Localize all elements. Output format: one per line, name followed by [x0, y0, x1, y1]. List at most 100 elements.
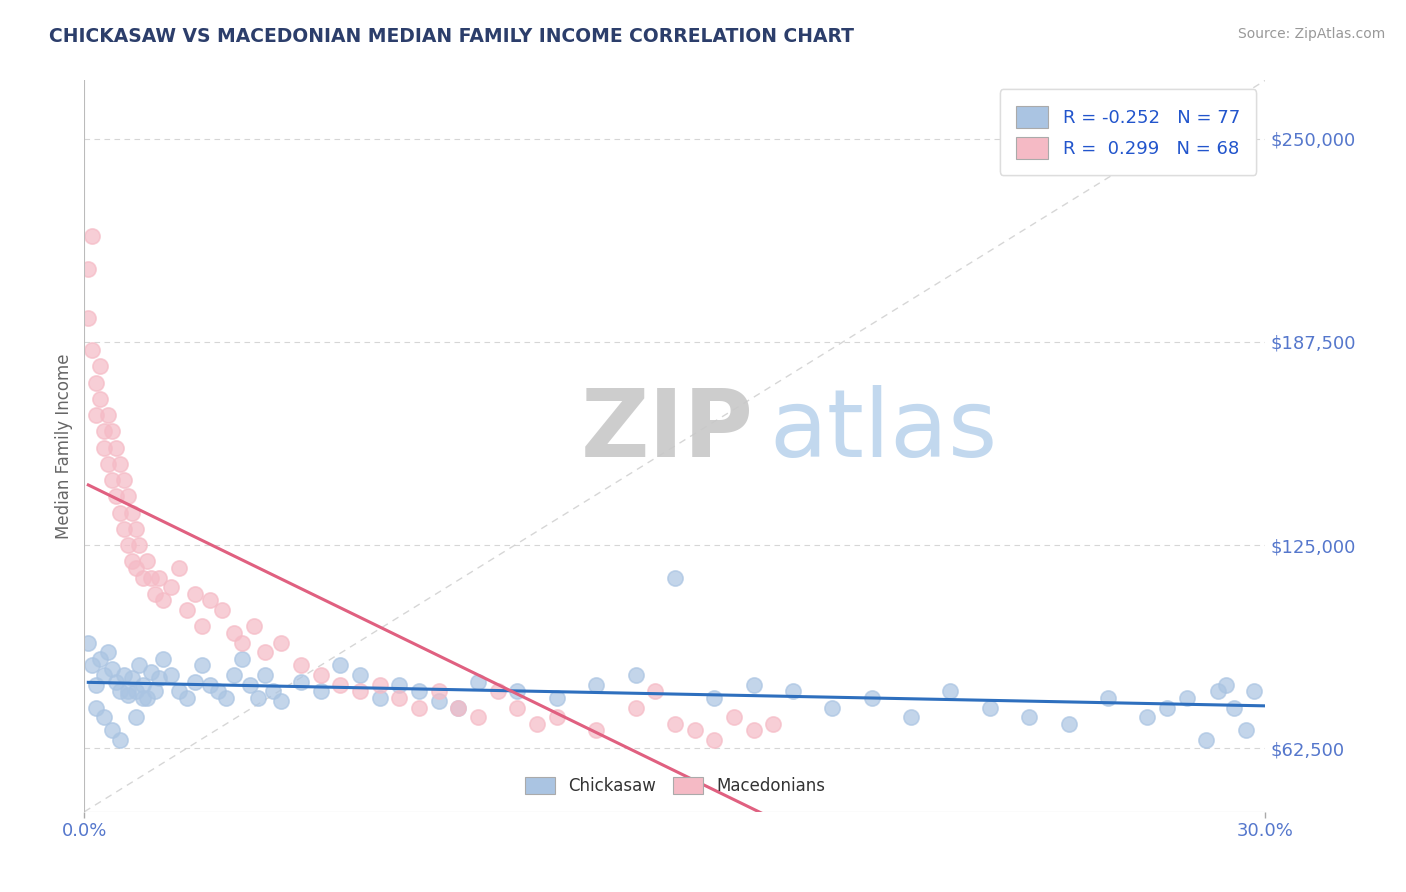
Point	[136, 554, 159, 568]
Point	[160, 668, 183, 682]
Point	[160, 581, 183, 595]
Point	[121, 554, 143, 568]
Point	[128, 538, 150, 552]
Point	[231, 635, 253, 649]
Point	[112, 668, 135, 682]
Point	[467, 710, 489, 724]
Point	[1057, 717, 1080, 731]
Text: Source: ZipAtlas.com: Source: ZipAtlas.com	[1237, 27, 1385, 41]
Point	[117, 538, 139, 552]
Point	[167, 561, 190, 575]
Point	[585, 723, 607, 738]
Point	[143, 587, 166, 601]
Point	[167, 684, 190, 698]
Point	[97, 645, 120, 659]
Text: ZIP: ZIP	[581, 385, 754, 477]
Point	[148, 672, 170, 686]
Point	[349, 668, 371, 682]
Point	[254, 668, 277, 682]
Point	[900, 710, 922, 724]
Point	[82, 229, 104, 244]
Point	[104, 489, 127, 503]
Text: atlas: atlas	[769, 385, 998, 477]
Point	[176, 690, 198, 705]
Point	[121, 672, 143, 686]
Point	[624, 700, 647, 714]
Point	[408, 684, 430, 698]
Point	[141, 665, 163, 679]
Point	[108, 506, 131, 520]
Point	[388, 678, 411, 692]
Point	[222, 668, 245, 682]
Point	[1223, 700, 1246, 714]
Point	[77, 261, 100, 276]
Point	[526, 717, 548, 731]
Point	[388, 690, 411, 705]
Point	[703, 733, 725, 747]
Point	[742, 723, 765, 738]
Point	[427, 684, 450, 698]
Point	[624, 668, 647, 682]
Point	[152, 593, 174, 607]
Point	[239, 678, 262, 692]
Point	[979, 700, 1001, 714]
Point	[427, 694, 450, 708]
Point	[183, 674, 205, 689]
Point	[506, 684, 529, 698]
Point	[703, 690, 725, 705]
Point	[447, 700, 470, 714]
Point	[1243, 684, 1265, 698]
Point	[132, 678, 155, 692]
Point	[84, 376, 107, 390]
Point	[97, 457, 120, 471]
Point	[762, 717, 785, 731]
Point	[242, 619, 264, 633]
Point	[101, 473, 124, 487]
Point	[782, 684, 804, 698]
Point	[290, 674, 312, 689]
Point	[1156, 700, 1178, 714]
Point	[176, 603, 198, 617]
Point	[77, 635, 100, 649]
Point	[200, 593, 222, 607]
Point	[84, 408, 107, 422]
Point	[152, 652, 174, 666]
Text: CHICKASAW VS MACEDONIAN MEDIAN FAMILY INCOME CORRELATION CHART: CHICKASAW VS MACEDONIAN MEDIAN FAMILY IN…	[49, 27, 855, 45]
Point	[89, 392, 111, 406]
Point	[270, 635, 292, 649]
Point	[408, 700, 430, 714]
Point	[860, 690, 883, 705]
Point	[368, 678, 391, 692]
Point	[211, 603, 233, 617]
Point	[84, 678, 107, 692]
Point	[1215, 678, 1237, 692]
Point	[93, 710, 115, 724]
Point	[939, 684, 962, 698]
Point	[97, 408, 120, 422]
Point	[124, 561, 146, 575]
Point	[101, 723, 124, 738]
Point	[683, 723, 706, 738]
Point	[368, 690, 391, 705]
Point	[447, 700, 470, 714]
Point	[309, 684, 332, 698]
Point	[207, 684, 229, 698]
Point	[664, 571, 686, 585]
Point	[742, 678, 765, 692]
Point	[821, 700, 844, 714]
Point	[546, 690, 568, 705]
Point	[546, 710, 568, 724]
Point	[124, 522, 146, 536]
Point	[128, 658, 150, 673]
Point	[93, 668, 115, 682]
Point	[723, 710, 745, 724]
Point	[82, 343, 104, 357]
Point	[664, 717, 686, 731]
Point	[89, 359, 111, 374]
Point	[141, 571, 163, 585]
Point	[349, 684, 371, 698]
Point	[108, 684, 131, 698]
Point	[506, 700, 529, 714]
Point	[148, 571, 170, 585]
Point	[1097, 690, 1119, 705]
